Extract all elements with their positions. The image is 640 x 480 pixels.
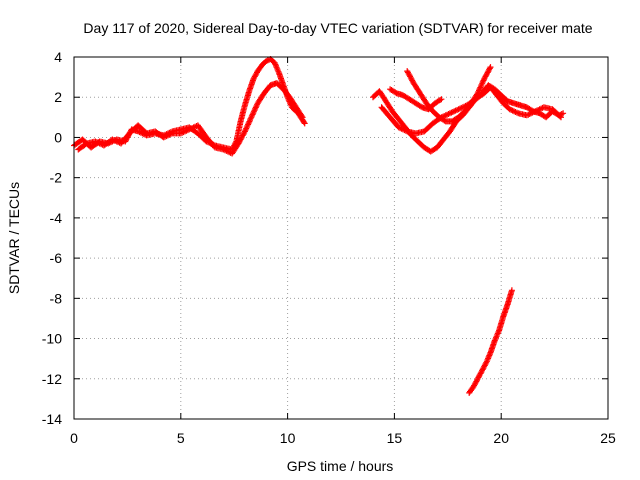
data-point-marker (487, 64, 494, 71)
y-tick-label: -4 (50, 210, 63, 226)
x-tick-label: 15 (387, 430, 403, 446)
x-axis-label: GPS time / hours (287, 458, 394, 474)
y-tick-label: -14 (42, 411, 62, 427)
series-track-d (378, 84, 564, 137)
data-point-marker (438, 96, 445, 103)
data-point-marker (486, 65, 493, 72)
x-tick-label: 20 (493, 430, 509, 446)
y-tick-label: 0 (54, 129, 62, 145)
series-track-b (75, 80, 306, 157)
series-track-e (404, 64, 494, 125)
data-point-marker (298, 113, 305, 120)
data-point-marker (300, 119, 307, 126)
y-tick-label: -12 (42, 371, 62, 387)
data-point-marker (556, 113, 563, 120)
y-tick-label: -8 (50, 290, 63, 306)
y-tick-label: -6 (50, 250, 63, 266)
x-tick-label: 10 (280, 430, 296, 446)
y-tick-label: 2 (54, 89, 62, 105)
data-point-marker (532, 108, 539, 115)
plot-frame (73, 56, 609, 420)
axis-ticks: 0 5 10 15 20 25 -14 -12 -10 -8 -6 -4 -2 0 2 4 (42, 49, 616, 446)
data-point-marker (513, 109, 520, 116)
chart-title: Day 117 of 2020, Sidereal Day-to-day VTE… (83, 20, 592, 36)
data-point-marker (508, 287, 515, 294)
data-point-marker (247, 115, 254, 122)
x-tick-label: 0 (70, 430, 78, 446)
data-point-marker (437, 97, 444, 103)
x-tick-label: 25 (600, 430, 616, 446)
data-point-marker (560, 110, 567, 117)
data-point-marker (112, 137, 119, 144)
y-axis-label: SDTVAR / TECUs (6, 182, 22, 294)
x-tick-label: 5 (177, 430, 185, 446)
series-track-f (387, 86, 445, 113)
y-tick-label: -2 (50, 170, 63, 186)
data-point-marker (299, 114, 306, 121)
grid-lines (74, 57, 608, 419)
data-markers (71, 56, 567, 396)
data-point-marker (301, 120, 308, 127)
y-tick-label: -10 (42, 331, 62, 347)
data-point-marker (558, 114, 564, 121)
y-tick-label: 4 (54, 49, 62, 65)
series-track-g (466, 287, 515, 396)
